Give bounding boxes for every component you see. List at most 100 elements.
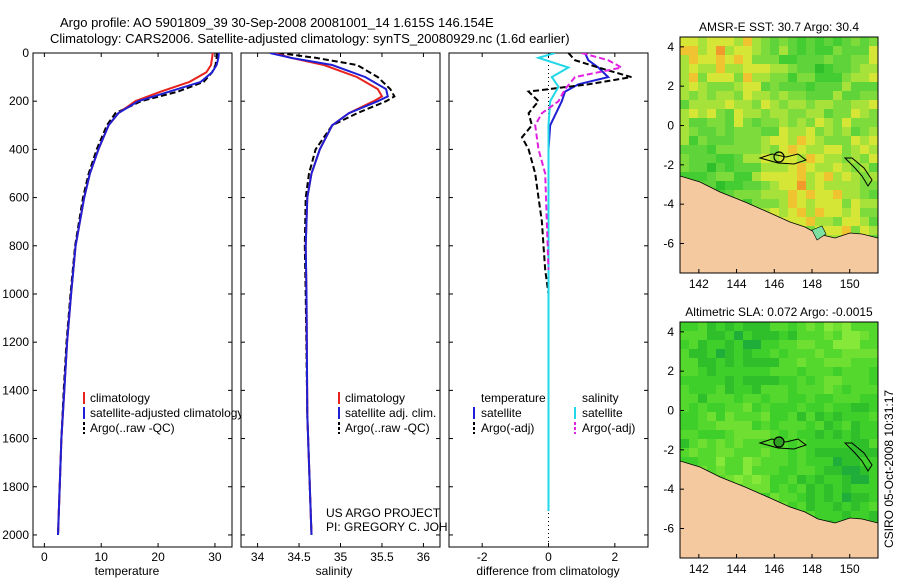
map-cell <box>860 109 869 118</box>
map-cell <box>725 46 734 55</box>
map-cell <box>842 73 851 82</box>
map-cell <box>752 475 761 484</box>
x-tick-label: 30 <box>208 550 222 564</box>
map-cell <box>869 502 878 511</box>
map-cell <box>761 64 770 73</box>
map-cell <box>824 37 833 46</box>
map-cell <box>860 448 869 457</box>
map-cell <box>698 55 707 64</box>
map-cell <box>797 340 806 349</box>
map-cell <box>770 493 779 502</box>
map-cell <box>815 163 824 172</box>
map-cell <box>707 181 716 190</box>
map-cell <box>806 172 815 181</box>
map-cell <box>680 349 689 358</box>
map-cell <box>716 118 725 127</box>
map-cell <box>824 154 833 163</box>
map-cell <box>716 403 725 412</box>
map-cell <box>707 109 716 118</box>
map-cell <box>734 358 743 367</box>
map-cell <box>869 511 878 520</box>
map-cell <box>851 163 860 172</box>
map-cell <box>860 217 869 226</box>
map-cell <box>716 46 725 55</box>
map-cell <box>788 340 797 349</box>
map-cell <box>752 172 761 181</box>
map-cell <box>860 199 869 208</box>
map-cell <box>788 118 797 127</box>
map-cell <box>869 430 878 439</box>
map-cell <box>824 349 833 358</box>
map-cell <box>824 421 833 430</box>
map-cell <box>725 109 734 118</box>
map-cell <box>761 172 770 181</box>
map-cell <box>815 430 824 439</box>
map-cell <box>788 475 797 484</box>
map-cell <box>842 466 851 475</box>
map-cell <box>752 385 761 394</box>
map-cell <box>797 376 806 385</box>
map-cell <box>788 199 797 208</box>
map-cell <box>734 109 743 118</box>
map-cell <box>779 172 788 181</box>
salinity-xlabel: salinity <box>316 564 353 578</box>
map-cell <box>851 421 860 430</box>
map-cell <box>716 466 725 475</box>
map-cell <box>680 421 689 430</box>
map-cell <box>734 466 743 475</box>
map-cell <box>797 163 806 172</box>
salinity-panel: 34 34.5 35 35.5 36 salinity climatology sate… <box>240 52 482 578</box>
map-cell <box>842 55 851 64</box>
map-cell <box>752 55 761 64</box>
map-cell <box>869 37 878 46</box>
map-cell <box>770 475 779 484</box>
map-cell <box>815 385 824 394</box>
salinity-legend: climatology satellite adj. clim. Argo(..… <box>338 391 436 435</box>
map-cell <box>689 385 698 394</box>
map-cell <box>770 127 779 136</box>
map-cell <box>860 136 869 145</box>
map-cell <box>860 376 869 385</box>
map-cell <box>725 82 734 91</box>
map-cell <box>869 331 878 340</box>
map-cell <box>734 331 743 340</box>
map-cell <box>797 154 806 163</box>
map-cell <box>824 145 833 154</box>
map-cell <box>833 127 842 136</box>
map-cell <box>842 172 851 181</box>
map-cell <box>743 64 752 73</box>
map-cell <box>860 181 869 190</box>
map-cell <box>851 475 860 484</box>
map-cell <box>716 145 725 154</box>
map-cell <box>779 190 788 199</box>
map-cell <box>824 109 833 118</box>
map-cell <box>851 394 860 403</box>
map-cell <box>824 439 833 448</box>
map-cell <box>788 421 797 430</box>
x-tick-label: 10 <box>95 550 109 564</box>
map-cell <box>833 376 842 385</box>
map-cell <box>797 385 806 394</box>
map-cell <box>869 403 878 412</box>
map-cell <box>851 430 860 439</box>
map-cell <box>716 367 725 376</box>
sla-map-panel: Altimetric SLA: 0.072 Argo: -0.0015 142 1… <box>663 305 879 576</box>
map-y-tick-label: 0 <box>667 119 674 133</box>
map-cell <box>869 412 878 421</box>
map-cell <box>680 163 689 172</box>
map-cell <box>680 331 689 340</box>
map-cell <box>797 358 806 367</box>
x-tick-label: 35.5 <box>370 550 394 564</box>
map-cell <box>788 208 797 217</box>
map-cell <box>860 331 869 340</box>
map-cell <box>779 145 788 154</box>
map-cell <box>743 439 752 448</box>
map-cell <box>707 421 716 430</box>
map-cell <box>698 37 707 46</box>
map-cell <box>779 394 788 403</box>
map-cell <box>833 367 842 376</box>
map-cell <box>851 136 860 145</box>
map-cell <box>806 136 815 145</box>
map-cell <box>725 376 734 385</box>
map-cell <box>779 349 788 358</box>
